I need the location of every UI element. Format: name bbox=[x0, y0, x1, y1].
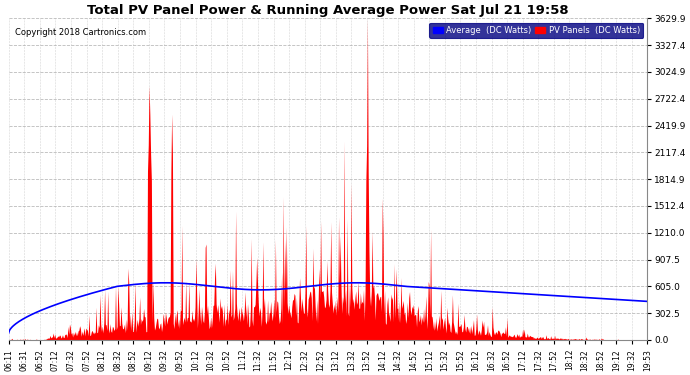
Legend: Average  (DC Watts), PV Panels  (DC Watts): Average (DC Watts), PV Panels (DC Watts) bbox=[429, 22, 643, 38]
Text: Copyright 2018 Cartronics.com: Copyright 2018 Cartronics.com bbox=[15, 28, 146, 37]
Title: Total PV Panel Power & Running Average Power Sat Jul 21 19:58: Total PV Panel Power & Running Average P… bbox=[87, 4, 569, 17]
